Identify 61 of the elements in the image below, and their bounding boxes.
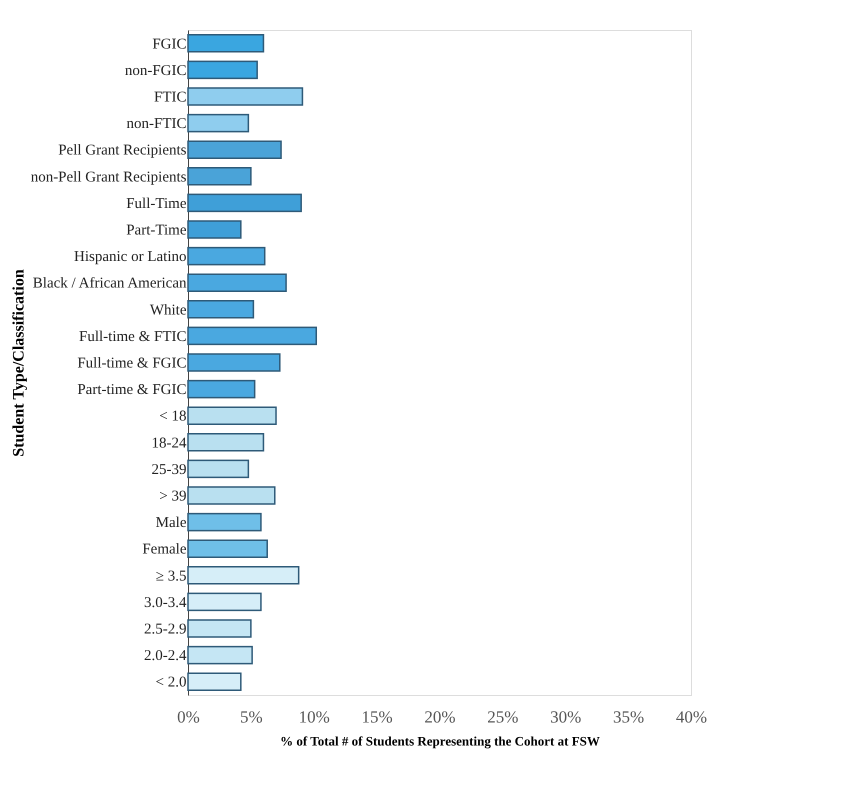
bar <box>187 60 258 80</box>
x-tick-label: 20% <box>424 708 456 726</box>
bar <box>187 566 300 585</box>
y-axis-title: Student Type/Classification <box>10 269 28 457</box>
y-tick-label: Male <box>156 515 187 532</box>
bar <box>187 34 264 53</box>
bar <box>187 512 262 532</box>
bar <box>187 167 252 186</box>
y-tick-label: ≥ 3.5 <box>156 568 186 584</box>
bar <box>187 140 282 159</box>
bar <box>187 406 277 425</box>
y-tick-label: FGIC <box>152 36 186 52</box>
bar <box>187 486 276 505</box>
x-tick-label: 15% <box>362 708 393 726</box>
y-tick-label: > 39 <box>159 488 186 504</box>
y-tick-label: Hispanic or Latino <box>74 249 186 266</box>
y-tick-label: < 2.0 <box>156 674 186 691</box>
bar <box>187 326 318 346</box>
y-tick-label: Female <box>142 542 187 558</box>
bar <box>187 646 253 664</box>
bar <box>187 672 242 691</box>
x-tick-label: 40% <box>676 708 708 726</box>
y-tick-label: < 18 <box>159 408 186 425</box>
y-tick-label: Full-Time <box>126 196 187 212</box>
bar <box>187 353 281 372</box>
bar <box>187 194 302 212</box>
y-tick-label: Part-Time <box>126 222 187 238</box>
y-tick-label: non-FTIC <box>126 116 186 132</box>
bar <box>187 380 256 398</box>
bar <box>187 433 264 452</box>
bar <box>187 114 250 132</box>
bar <box>187 539 268 558</box>
x-tick-label: 25% <box>487 708 518 726</box>
x-tick-label: 5% <box>240 708 263 726</box>
x-tick-label: 10% <box>298 708 330 726</box>
y-tick-label: 2.0-2.4 <box>144 648 187 664</box>
y-tick-label: Pell Grant Recipients <box>58 142 187 159</box>
y-tick-label: 25-39 <box>152 462 186 478</box>
x-tick-label: 0% <box>177 708 200 726</box>
bar <box>187 619 252 638</box>
x-tick-label: 30% <box>550 708 582 726</box>
y-tick-label: Full-time & FTIC <box>78 328 186 345</box>
y-tick-label: 2.5-2.9 <box>144 622 186 638</box>
y-tick-label: FTIC <box>154 90 186 106</box>
x-tick-label: 35% <box>613 708 644 726</box>
bar <box>187 592 262 612</box>
y-tick-label: non-Pell Grant Recipients <box>30 169 187 186</box>
y-tick-label: White <box>150 302 187 318</box>
y-tick-label: Black / African American <box>32 276 187 292</box>
y-tick-label: non-FGIC <box>124 62 186 79</box>
bar <box>187 273 287 292</box>
x-axis-title: % of Total # of Students Representing the Cohort at FSW <box>280 734 600 748</box>
bar <box>187 460 250 478</box>
bar <box>187 220 242 239</box>
y-tick-label: 18-24 <box>152 435 187 452</box>
bar <box>187 87 304 106</box>
y-tick-label: Full-time & FGIC <box>77 356 186 372</box>
y-tick-label: Part-time & FGIC <box>77 382 186 398</box>
bar <box>187 246 266 266</box>
bar <box>187 300 254 319</box>
y-tick-label: 3.0-3.4 <box>144 594 187 611</box>
